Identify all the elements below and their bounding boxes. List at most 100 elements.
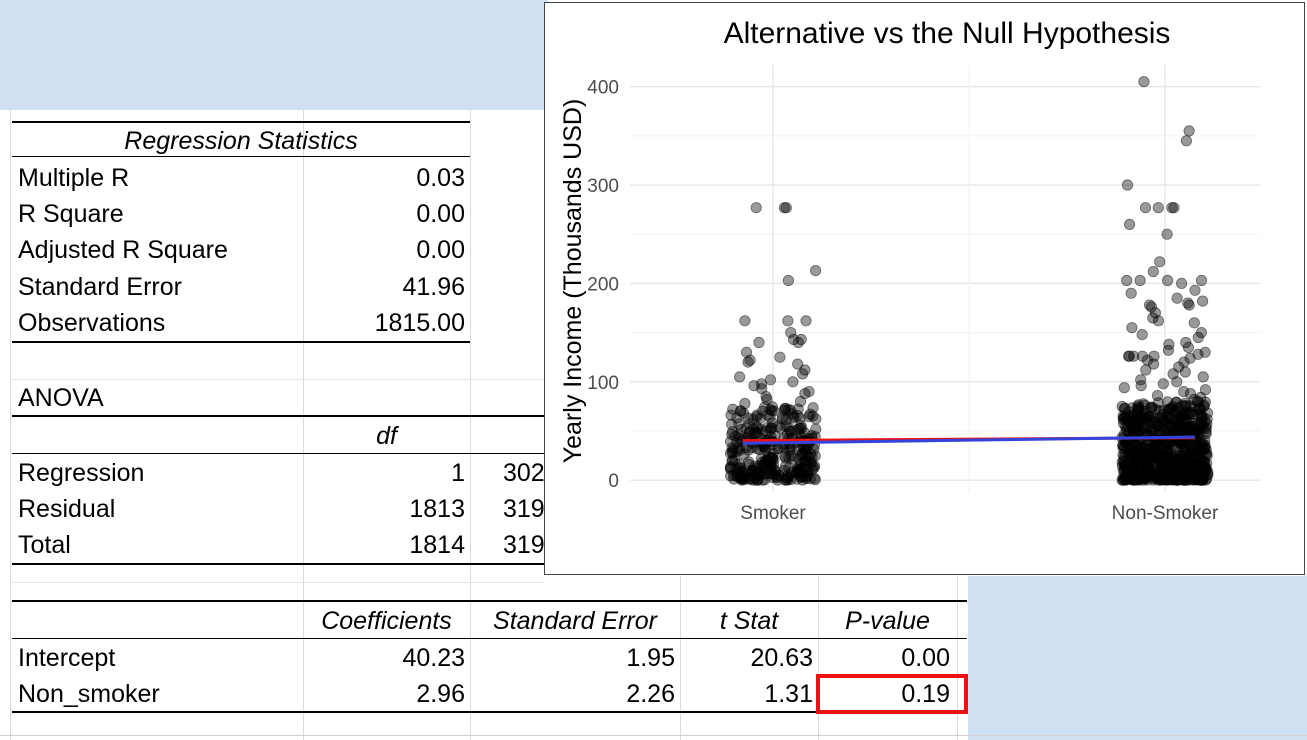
y-tick-label: 200 bbox=[587, 274, 619, 295]
data-point bbox=[797, 368, 809, 380]
data-point bbox=[1152, 315, 1165, 327]
data-point bbox=[1161, 396, 1174, 408]
anova-df-header: df bbox=[376, 422, 397, 450]
y-axis-label: Yearly Income (Thousands USD) bbox=[559, 99, 587, 464]
data-point bbox=[1184, 387, 1197, 400]
data-point bbox=[1126, 465, 1138, 477]
right-band bbox=[968, 576, 1307, 740]
data-point bbox=[750, 474, 763, 486]
data-point bbox=[737, 470, 750, 482]
stat-value: 0.03 bbox=[416, 164, 465, 192]
data-point bbox=[803, 411, 815, 423]
x-tick-label: Smoker bbox=[740, 503, 806, 524]
coef-row-label: Intercept bbox=[18, 644, 116, 672]
data-point bbox=[726, 442, 738, 454]
data-point bbox=[1180, 135, 1193, 147]
y-tick-label: 100 bbox=[587, 373, 619, 394]
data-point bbox=[726, 428, 738, 440]
data-point bbox=[1194, 436, 1206, 448]
data-point bbox=[1138, 76, 1150, 88]
data-point bbox=[1199, 346, 1211, 358]
data-point bbox=[725, 470, 737, 482]
data-point bbox=[801, 455, 813, 467]
data-point bbox=[1117, 440, 1129, 452]
data-point bbox=[759, 454, 772, 466]
data-point bbox=[1145, 301, 1158, 313]
data-point bbox=[1183, 299, 1195, 311]
data-point bbox=[766, 422, 778, 434]
data-point bbox=[1125, 447, 1138, 459]
data-point bbox=[1200, 422, 1213, 435]
ticks: 0 100 200 300 400 Smoker Non-Smoker bbox=[587, 78, 1219, 524]
stat-label: Adjusted R Square bbox=[18, 236, 228, 264]
data-point bbox=[1171, 292, 1183, 304]
data-point bbox=[792, 358, 804, 370]
data-point bbox=[1192, 331, 1204, 344]
data-point bbox=[780, 452, 792, 464]
data-point bbox=[738, 448, 750, 460]
data-point bbox=[1154, 256, 1166, 268]
data-point bbox=[1151, 451, 1164, 463]
data-point bbox=[754, 468, 766, 480]
pvalue-header: P-value bbox=[845, 607, 930, 635]
data-point bbox=[1131, 421, 1144, 433]
data-point bbox=[1147, 358, 1160, 370]
data-point bbox=[1200, 474, 1212, 486]
data-point bbox=[1178, 385, 1190, 398]
regression-stats-header: Regression Statistics bbox=[124, 127, 358, 155]
data-point bbox=[1157, 378, 1169, 390]
anova-df: 1814 bbox=[409, 531, 465, 559]
data-point bbox=[1116, 400, 1128, 413]
data-point bbox=[778, 202, 790, 214]
data-point bbox=[1135, 380, 1147, 392]
data-point bbox=[1162, 344, 1175, 356]
data-point bbox=[749, 460, 761, 472]
data-point bbox=[810, 413, 822, 425]
data-point bbox=[1171, 376, 1183, 388]
data-point bbox=[742, 356, 754, 368]
header-band bbox=[0, 0, 548, 110]
data-point bbox=[1168, 202, 1180, 214]
data-point bbox=[1192, 409, 1205, 422]
se-value: 2.26 bbox=[626, 680, 675, 708]
data-point bbox=[735, 405, 747, 417]
anova-ss-partial: 319 bbox=[503, 531, 544, 559]
data-point bbox=[1179, 397, 1191, 409]
data-point bbox=[735, 423, 747, 436]
data-point bbox=[1170, 396, 1183, 409]
data-point bbox=[787, 376, 799, 388]
stat-label: Standard Error bbox=[18, 273, 182, 301]
data-point bbox=[1184, 352, 1196, 364]
data-point bbox=[1125, 439, 1137, 451]
data-point bbox=[1161, 469, 1173, 481]
data-point bbox=[1147, 312, 1159, 324]
data-point bbox=[809, 450, 821, 462]
data-point bbox=[1182, 297, 1194, 309]
data-point bbox=[1197, 371, 1209, 383]
data-point bbox=[1136, 328, 1148, 341]
data-point bbox=[1121, 179, 1134, 191]
stat-value: 41.96 bbox=[402, 273, 465, 301]
data-point bbox=[753, 336, 765, 349]
stat-label: Multiple R bbox=[18, 164, 130, 192]
data-point bbox=[1200, 448, 1212, 460]
se-value: 1.95 bbox=[626, 644, 675, 672]
data-point bbox=[787, 412, 799, 424]
stat-value: 0.00 bbox=[416, 236, 465, 264]
data-point bbox=[1148, 350, 1160, 362]
data-point bbox=[756, 474, 768, 486]
stat-value: 1815.00 bbox=[374, 309, 465, 337]
data-point bbox=[782, 315, 794, 327]
data-point bbox=[743, 418, 756, 430]
data-point bbox=[1134, 274, 1146, 287]
anova-row-label: Total bbox=[18, 531, 71, 559]
data-point bbox=[1184, 440, 1197, 453]
data-point bbox=[734, 462, 746, 474]
coef-value: 40.23 bbox=[402, 644, 465, 672]
data-point bbox=[780, 414, 792, 426]
stat-label: Observations bbox=[18, 309, 166, 337]
data-point bbox=[779, 402, 791, 415]
data-point bbox=[727, 454, 739, 466]
pvalue-highlight bbox=[816, 674, 968, 714]
